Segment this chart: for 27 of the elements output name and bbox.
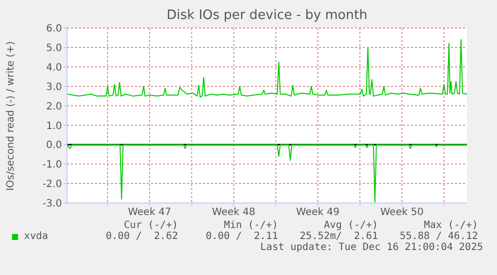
chart-title: Disk IOs per device - by month xyxy=(166,8,368,23)
y-tick-label: 2.0 xyxy=(46,101,62,112)
line-series xyxy=(67,39,467,98)
y-tick-label: 6.0 xyxy=(46,24,62,35)
y-tick-label: 1.0 xyxy=(46,120,62,132)
text: 55.88 / 46.12 xyxy=(400,231,478,242)
text: 0.00 / 2.62 xyxy=(106,231,178,242)
y-axis-title: IOs/second read (-) / write (+) xyxy=(6,41,16,191)
x-tick-label: Week 47 xyxy=(128,207,172,218)
legend-label: xvda xyxy=(24,231,48,242)
text: Cur (-/+) xyxy=(124,220,178,231)
x-tick-label: Week 49 xyxy=(296,207,340,218)
x-tick-label: Week 48 xyxy=(212,207,256,218)
text: Min (-/+) xyxy=(224,220,278,231)
y-tick-label: 0.0 xyxy=(46,140,62,152)
y-tick-label: 4.0 xyxy=(46,62,62,74)
text: 25.52m/ 2.61 xyxy=(300,231,378,242)
x-tick-label: Week 50 xyxy=(380,207,424,218)
text: Avg (-/+) xyxy=(324,220,378,231)
text: Max (-/+) xyxy=(424,220,478,231)
y-tick-label: -2.0 xyxy=(42,179,62,190)
y-tick-label: -3.0 xyxy=(42,198,62,210)
y-tick-label: 3.0 xyxy=(46,82,62,93)
text: Last update: Tue Dec 16 21:00:04 2025 xyxy=(260,242,483,253)
y-tick-label: 5.0 xyxy=(46,42,62,54)
text: 0.00 / 2.11 xyxy=(206,231,278,242)
y-tick-label: -1.0 xyxy=(42,160,62,171)
